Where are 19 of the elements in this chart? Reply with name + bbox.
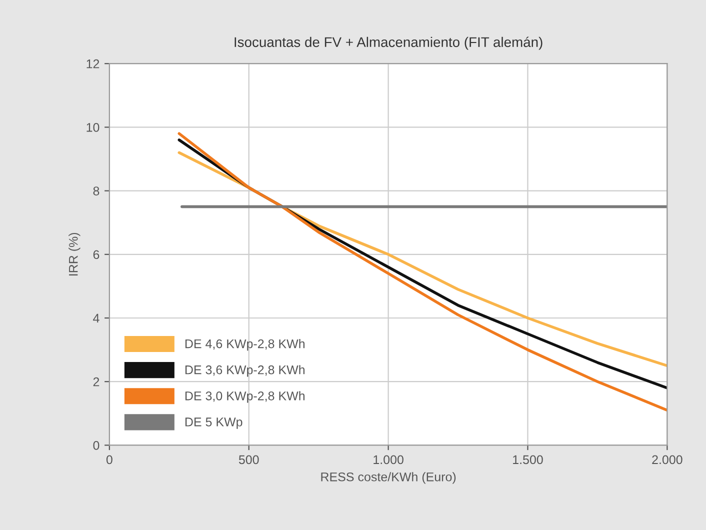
x-tick-label: 2.000 bbox=[652, 455, 682, 464]
y-tick-label: 6 bbox=[93, 250, 100, 260]
y-tick-label: 12 bbox=[86, 59, 100, 68]
x-tick-label: 1.000 bbox=[374, 455, 404, 464]
y-tick-label: 8 bbox=[93, 186, 100, 196]
legend-label: DE 5 KWp bbox=[185, 418, 242, 429]
legend-label: DE 4,6 KWp-2,8 KWh bbox=[185, 339, 304, 351]
y-tick-label: 10 bbox=[86, 123, 100, 132]
x-tick-label: 500 bbox=[238, 455, 259, 464]
y-tick-label: 2 bbox=[93, 377, 100, 386]
y-axis-title: IRR (%) bbox=[68, 232, 80, 276]
x-tick-label: 1.500 bbox=[513, 455, 543, 464]
legend-label: DE 3,6 KWp-2,8 KWh bbox=[185, 365, 304, 377]
x-tick-label: 0 bbox=[106, 455, 112, 464]
chart-title: Isocuantas de FV + Almacenamiento (FIT alemán) bbox=[234, 36, 542, 50]
x-axis-title: RESS coste/KWh (Euro) bbox=[321, 472, 456, 484]
legend-label: DE 3,0 KWp-2,8 KWh bbox=[185, 391, 304, 403]
y-tick-label: 0 bbox=[93, 441, 100, 450]
y-tick-label: 4 bbox=[93, 314, 100, 323]
